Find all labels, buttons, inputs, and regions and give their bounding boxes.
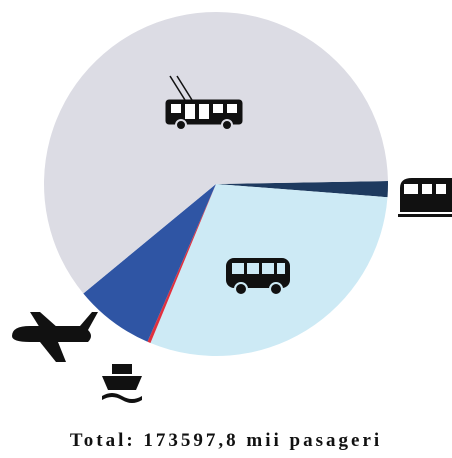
train-icon: [398, 178, 452, 217]
pie-slice: [83, 184, 216, 342]
airplane-icon: [12, 312, 98, 362]
trolleybus-icon: [165, 75, 243, 131]
bus-icon: [226, 258, 290, 296]
total-label: Total: 173597,8 mii pasageri: [70, 430, 382, 451]
ship-icon: [102, 364, 142, 403]
pie-slice: [147, 184, 216, 344]
pie-slice: [44, 12, 388, 294]
pie: [44, 12, 388, 356]
pie-slice: [216, 180, 388, 198]
